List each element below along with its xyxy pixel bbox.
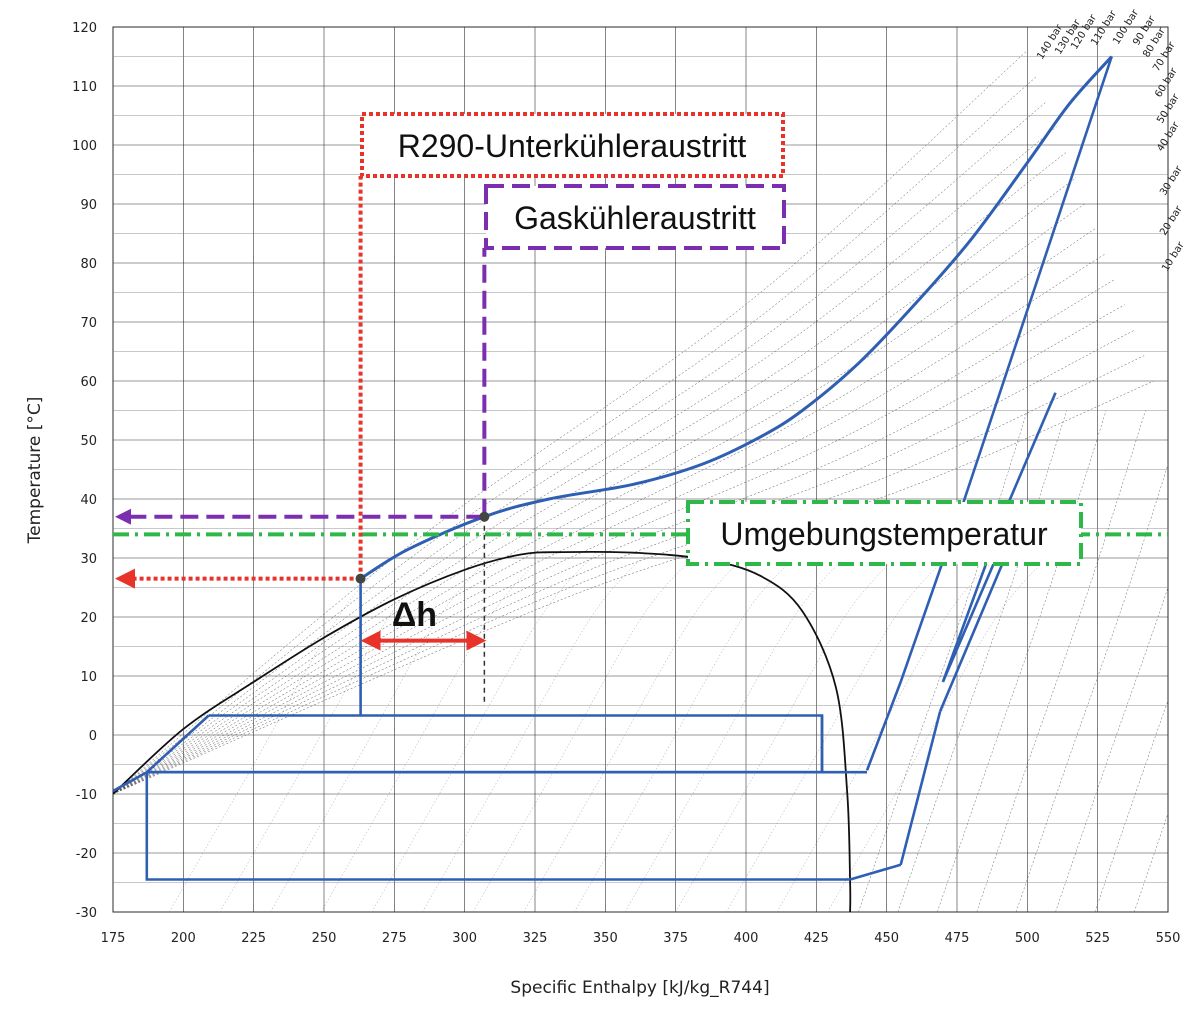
annotations: Δh R290-Unterkühleraustritt Gaskühleraustr…	[113, 112, 1168, 706]
x-axis-label: Specific Enthalpy [kJ/kg_R744]	[510, 978, 769, 998]
x-tick-label: 325	[523, 931, 548, 946]
grid	[112, 26, 1169, 913]
x-tick-label: 225	[241, 931, 266, 946]
x-tick-label: 250	[312, 931, 337, 946]
state-point	[479, 511, 490, 522]
x-tick-label: 350	[593, 931, 618, 946]
y-tick-label: 70	[80, 316, 97, 331]
y-tick-label: -20	[76, 847, 97, 862]
isobar-label: 40 bar	[1155, 119, 1182, 153]
y-axis-label: Temperature [°C]	[25, 397, 45, 545]
x-tick-label: 200	[171, 931, 196, 946]
cycle-vertical	[145, 714, 210, 774]
compressor-line	[941, 563, 995, 683]
isobar-lines	[113, 50, 1168, 912]
isentrope-line	[858, 410, 1028, 912]
isobar-line	[113, 177, 1077, 795]
gascooler-callout-box	[484, 184, 786, 250]
x-tick-label: 300	[452, 931, 477, 946]
compressor-line	[899, 711, 942, 866]
x-tick-label: 400	[734, 931, 759, 946]
y-tick-label: 80	[80, 257, 97, 272]
isobar-label: 30 bar	[1158, 163, 1185, 197]
saturation-dome	[113, 550, 852, 912]
cycle-box	[146, 714, 824, 774]
isentrope-line	[897, 410, 1067, 912]
isentrope-line	[1015, 463, 1168, 912]
cycle-box	[145, 772, 851, 881]
isobar-line	[113, 50, 1028, 795]
quality-line	[726, 551, 952, 912]
x-tick-label: 475	[945, 931, 970, 946]
y-tick-label: 30	[80, 552, 97, 567]
isobar-line	[113, 228, 1096, 795]
compressor-line	[849, 863, 902, 881]
compressor-line	[961, 56, 1113, 506]
y-tick-label: -10	[76, 788, 97, 803]
isobar-line	[113, 101, 1047, 795]
quality-line	[523, 551, 749, 912]
isobar-line	[113, 329, 1135, 795]
y-tick-label: 50	[80, 434, 97, 449]
quality-line	[270, 551, 496, 912]
isentrope-line	[1094, 699, 1168, 912]
isentrope-line	[976, 410, 1146, 912]
isobar-line	[113, 75, 1038, 795]
y-tick-label: 110	[72, 80, 97, 95]
y-tick-label: 120	[72, 21, 97, 36]
ambient-callout-label: Umgebungstemperatur	[720, 516, 1048, 552]
gascooler-curve	[359, 55, 1113, 580]
isobar-line	[113, 126, 1057, 795]
cycle-vertical	[113, 771, 148, 793]
cycle-lines	[113, 55, 1113, 881]
isobar-line	[113, 253, 1106, 795]
quality-line	[776, 551, 1003, 912]
compressor-line	[865, 681, 902, 771]
quality-line	[827, 551, 1053, 912]
ambient-callout-box	[686, 500, 1083, 566]
y-tick-label: 0	[89, 729, 97, 744]
x-tick-label: 500	[1015, 931, 1040, 946]
x-tick-label: 525	[1085, 931, 1110, 946]
isobar-line	[113, 152, 1067, 795]
r290-callout-label: R290-Unterkühleraustritt	[398, 128, 747, 164]
x-tick-label: 550	[1156, 931, 1181, 946]
x-tick-label: 275	[382, 931, 407, 946]
x-tick-label: 175	[101, 931, 126, 946]
state-point	[355, 573, 366, 584]
y-tick-label: 100	[72, 139, 97, 154]
saturation-dome-curve	[113, 550, 852, 912]
x-tick-label: 425	[804, 931, 829, 946]
y-tick-label: 10	[80, 670, 97, 685]
tick-labels: 175 200 225 250 275 300 325 350 375 400 425 450 475 5…	[72, 21, 1180, 946]
r290-callout-box	[360, 112, 785, 178]
compressor-line	[1006, 392, 1057, 506]
isobar-label: 10 bar	[1160, 239, 1187, 273]
y-tick-label: 60	[80, 375, 97, 390]
x-tick-label: 450	[874, 931, 899, 946]
y-tick-label: 20	[80, 611, 97, 626]
isobar-label: 20 bar	[1158, 203, 1185, 237]
gascooler-callout-label: Gaskühleraustritt	[514, 200, 756, 236]
quality-line	[574, 551, 800, 912]
delta-h-label: Δh	[392, 596, 437, 634]
x-tick-label: 375	[663, 931, 688, 946]
y-tick-label: -30	[76, 906, 97, 921]
compressor-line	[938, 557, 1006, 712]
isentrope-line	[1133, 812, 1168, 912]
y-tick-label: 40	[80, 493, 97, 508]
quality-line	[675, 551, 901, 912]
isentrope-line	[1055, 586, 1168, 912]
y-tick-label: 90	[80, 198, 97, 213]
